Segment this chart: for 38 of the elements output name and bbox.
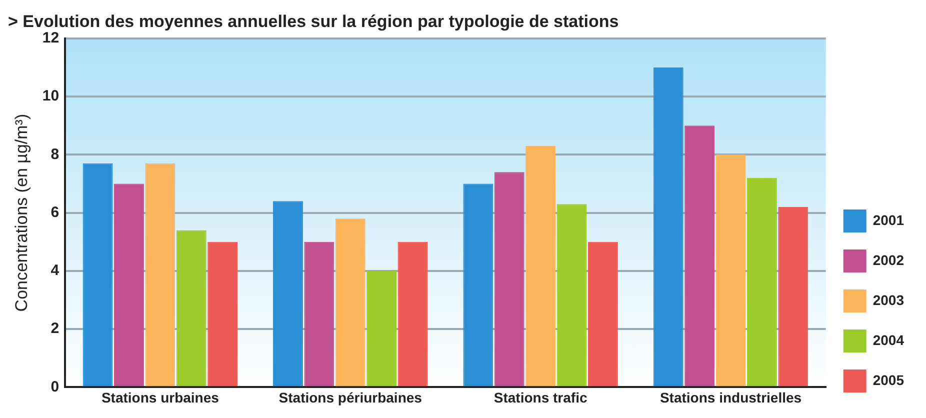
y-axis-title: Concentrations (en µg/m³) [12,114,31,312]
bar [304,242,334,386]
bar [716,154,746,386]
x-tick-label: Stations trafic [494,389,588,406]
legend-label: 2003 [872,292,904,308]
x-tick-label: Stations urbaines [101,389,220,406]
bar [778,206,808,386]
chart-title: > Evolution des moyennes annuelles sur la région par typologie de stations [8,12,619,31]
y-tick-label: 0 [50,378,60,396]
x-tick-label: Stations périurbaines [278,389,422,406]
bar [494,172,524,386]
bar [398,242,428,386]
legend-label: 2004 [872,332,904,348]
legend-label: 2002 [872,252,904,268]
legend-label: 2005 [872,372,904,388]
y-tick-label: 6 [50,204,60,221]
bar [273,201,303,386]
bar [145,163,176,386]
bar [588,242,618,386]
bar [176,230,206,386]
y-tick-label: 2 [50,320,60,338]
bar [556,204,587,386]
bar [208,242,238,386]
y-tick-label: 10 [42,88,60,105]
y-tick-label: 8 [50,146,60,163]
y-tick-label: 12 [42,30,60,47]
bar [114,184,144,386]
bar [335,218,366,386]
bar [684,126,715,386]
bar [526,146,556,386]
y-tick-label: 4 [50,262,60,280]
legend-label: 2001 [872,212,904,228]
bar [653,67,684,386]
bar [82,163,113,386]
bar [366,270,397,386]
bar [746,178,777,386]
bar [463,184,494,386]
x-tick-label: Stations industrielles [660,389,802,406]
